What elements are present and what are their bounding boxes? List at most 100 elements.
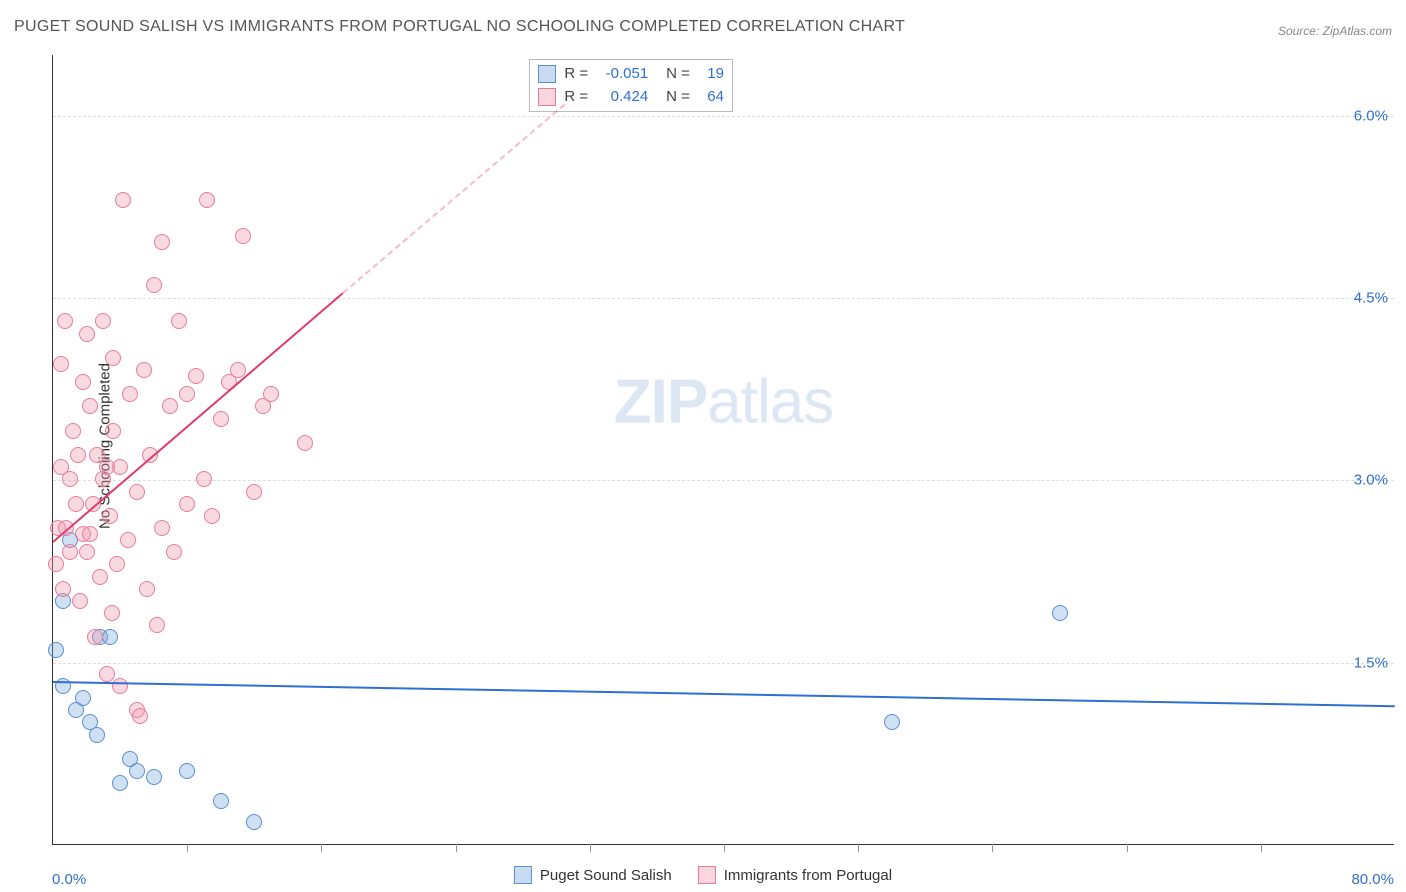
correlation-stats-box: R =-0.051N =19R =0.424N =64 bbox=[529, 59, 733, 112]
gridline bbox=[53, 298, 1394, 299]
data-point bbox=[105, 350, 121, 366]
legend-item: Puget Sound Salish bbox=[514, 866, 672, 884]
data-point bbox=[146, 769, 162, 785]
data-point bbox=[105, 423, 121, 439]
x-tick bbox=[456, 844, 457, 852]
data-point bbox=[68, 496, 84, 512]
data-point bbox=[53, 356, 69, 372]
data-point bbox=[89, 727, 105, 743]
data-point bbox=[213, 793, 229, 809]
data-point bbox=[48, 642, 64, 658]
data-point bbox=[246, 484, 262, 500]
data-point bbox=[129, 484, 145, 500]
data-point bbox=[99, 459, 115, 475]
data-point bbox=[136, 362, 152, 378]
legend-swatch bbox=[514, 866, 532, 884]
x-axis-max-label: 80.0% bbox=[1351, 871, 1394, 888]
legend-swatch bbox=[698, 866, 716, 884]
data-point bbox=[72, 593, 88, 609]
watermark: ZIPatlas bbox=[614, 367, 833, 438]
data-point bbox=[154, 234, 170, 250]
x-tick bbox=[590, 844, 591, 852]
y-tick-label: 6.0% bbox=[1354, 107, 1388, 124]
legend-label: Puget Sound Salish bbox=[540, 867, 672, 884]
data-point bbox=[70, 447, 86, 463]
data-point bbox=[146, 277, 162, 293]
data-point bbox=[179, 496, 195, 512]
gridline bbox=[53, 663, 1394, 664]
chart-legend: Puget Sound Salish Immigrants from Portug… bbox=[514, 866, 892, 884]
x-tick bbox=[858, 844, 859, 852]
stats-row: R = 0.424 N = 64 bbox=[538, 86, 724, 109]
data-point bbox=[154, 520, 170, 536]
stats-swatch bbox=[538, 88, 556, 106]
data-point bbox=[132, 708, 148, 724]
x-tick bbox=[187, 844, 188, 852]
data-point bbox=[82, 526, 98, 542]
data-point bbox=[230, 362, 246, 378]
n-value: 64 bbox=[698, 86, 724, 109]
data-point bbox=[149, 617, 165, 633]
trend-line bbox=[343, 104, 566, 294]
data-point bbox=[102, 629, 118, 645]
gridline bbox=[53, 480, 1394, 481]
data-point bbox=[75, 374, 91, 390]
data-point bbox=[139, 581, 155, 597]
data-point bbox=[884, 714, 900, 730]
data-point bbox=[99, 666, 115, 682]
r-value: -0.051 bbox=[596, 63, 648, 86]
data-point bbox=[122, 386, 138, 402]
data-point bbox=[79, 544, 95, 560]
y-tick-label: 1.5% bbox=[1354, 654, 1388, 671]
chart-plot-area: ZIPatlas R =-0.051N =19R =0.424N =64 1.5… bbox=[52, 55, 1394, 845]
data-point bbox=[48, 556, 64, 572]
data-point bbox=[65, 423, 81, 439]
data-point bbox=[171, 313, 187, 329]
trend-line bbox=[52, 292, 344, 543]
r-value: 0.424 bbox=[596, 86, 648, 109]
data-point bbox=[115, 192, 131, 208]
data-point bbox=[129, 763, 145, 779]
r-label: R = bbox=[564, 63, 588, 86]
data-point bbox=[112, 775, 128, 791]
data-point bbox=[162, 398, 178, 414]
data-point bbox=[179, 763, 195, 779]
data-point bbox=[104, 605, 120, 621]
data-point bbox=[102, 508, 118, 524]
data-point bbox=[263, 386, 279, 402]
data-point bbox=[199, 192, 215, 208]
y-tick-label: 4.5% bbox=[1354, 290, 1388, 307]
data-point bbox=[204, 508, 220, 524]
data-point bbox=[120, 532, 136, 548]
n-label: N = bbox=[666, 63, 690, 86]
stats-row: R =-0.051N =19 bbox=[538, 63, 724, 86]
data-point bbox=[297, 435, 313, 451]
legend-label: Immigrants from Portugal bbox=[724, 867, 892, 884]
data-point bbox=[109, 556, 125, 572]
r-label: R = bbox=[564, 86, 588, 109]
data-point bbox=[179, 386, 195, 402]
stats-swatch bbox=[538, 65, 556, 83]
data-point bbox=[55, 581, 71, 597]
n-label: N = bbox=[666, 86, 690, 109]
legend-item: Immigrants from Portugal bbox=[698, 866, 892, 884]
data-point bbox=[196, 471, 212, 487]
data-point bbox=[1052, 605, 1068, 621]
y-tick-label: 3.0% bbox=[1354, 472, 1388, 489]
data-point bbox=[213, 411, 229, 427]
x-tick bbox=[1127, 844, 1128, 852]
x-tick bbox=[992, 844, 993, 852]
source-attribution: Source: ZipAtlas.com bbox=[1278, 24, 1392, 38]
gridline bbox=[53, 116, 1394, 117]
data-point bbox=[62, 471, 78, 487]
trend-line bbox=[53, 681, 1395, 707]
data-point bbox=[62, 544, 78, 560]
data-point bbox=[75, 690, 91, 706]
data-point bbox=[79, 326, 95, 342]
data-point bbox=[82, 398, 98, 414]
x-tick bbox=[724, 844, 725, 852]
x-axis-min-label: 0.0% bbox=[52, 871, 86, 888]
data-point bbox=[235, 228, 251, 244]
x-tick bbox=[1261, 844, 1262, 852]
data-point bbox=[188, 368, 204, 384]
